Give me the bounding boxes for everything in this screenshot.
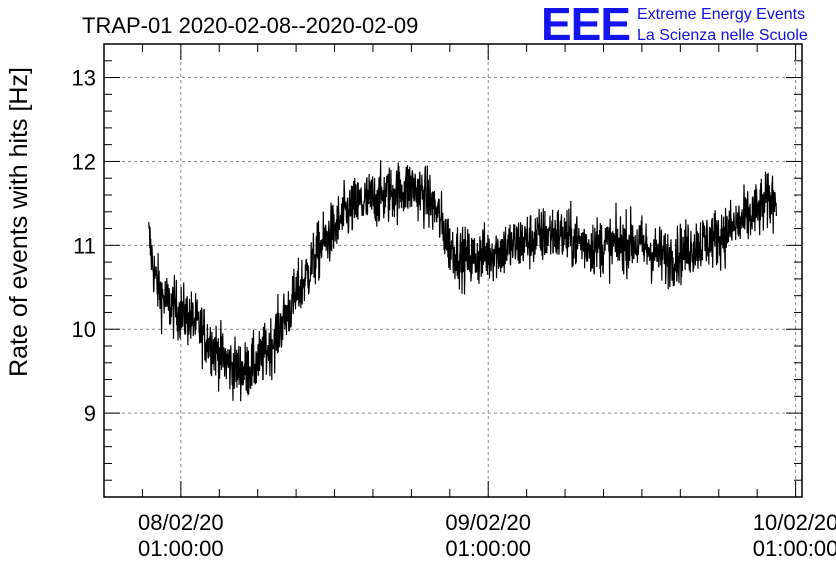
y-tick-label-9: 9 xyxy=(84,401,96,426)
series-group xyxy=(148,160,777,402)
axes xyxy=(103,43,803,498)
series-line-0 xyxy=(148,160,777,402)
y-tick-label-11: 11 xyxy=(73,233,96,258)
plot-frame xyxy=(103,43,803,498)
y-tick-label-10: 10 xyxy=(72,317,96,342)
logo-mark: EEE xyxy=(541,0,630,50)
y-tick-label-12: 12 xyxy=(72,149,96,174)
logo-line-1: Extreme Energy Events xyxy=(637,6,805,23)
x-tick-label-date-2: 10/02/20 xyxy=(753,510,836,535)
x-tick-label-date-0: 08/02/20 xyxy=(138,510,224,535)
chart-title: TRAP-01 2020-02-08--2020-02-09 xyxy=(82,13,418,38)
x-tick-label-date-1: 09/02/20 xyxy=(445,510,531,535)
x-tick-label-time-2: 01:00:00 xyxy=(753,536,836,561)
x-tick-label-time-0: 01:00:00 xyxy=(138,536,224,561)
logo-line-2: La Scienza nelle Scuole xyxy=(637,27,808,44)
y-tick-label-13: 13 xyxy=(72,66,96,91)
eee-logo: EEE Extreme Energy Events La Scienza nel… xyxy=(541,0,808,50)
tick-labels: 91011121308/02/2001:00:0009/02/2001:00:0… xyxy=(72,66,836,561)
y-axis-label: Rate of events with hits [Hz] xyxy=(5,67,33,377)
x-tick-label-time-1: 01:00:00 xyxy=(445,536,531,561)
